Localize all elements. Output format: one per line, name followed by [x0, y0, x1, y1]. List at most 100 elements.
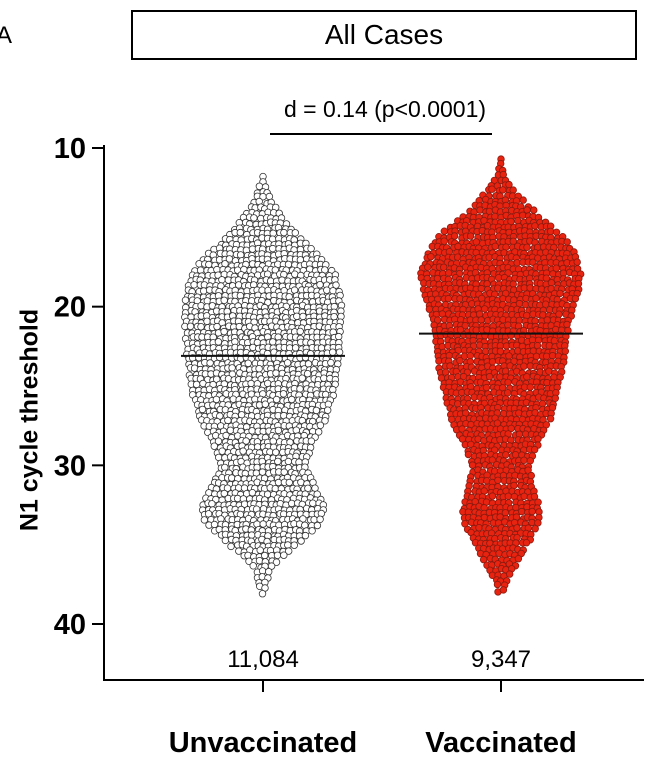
data-point — [248, 489, 257, 497]
data-point — [468, 461, 477, 469]
sample-size-label: 9,347 — [471, 646, 531, 673]
data-point — [269, 338, 277, 346]
y-tick-label: 20 — [54, 292, 86, 324]
data-point — [514, 216, 522, 225]
data-point — [181, 296, 190, 304]
x-category-label: Unvaccinated — [169, 727, 358, 758]
swarms — [181, 155, 585, 598]
swarm-unvaccinated — [181, 172, 346, 598]
data-point — [511, 451, 520, 459]
data-point — [255, 365, 263, 373]
data-point — [291, 229, 299, 237]
data-point — [269, 244, 277, 253]
data-point — [293, 312, 301, 320]
data-point — [259, 520, 267, 528]
data-point — [249, 562, 257, 570]
data-point — [255, 557, 264, 565]
data-point — [530, 492, 539, 501]
data-point — [481, 305, 489, 313]
data-point — [561, 347, 569, 355]
data-point — [324, 406, 332, 414]
data-point — [534, 435, 542, 443]
data-point — [299, 312, 307, 321]
data-point — [329, 348, 337, 356]
data-point — [242, 437, 250, 445]
data-point — [551, 394, 559, 402]
data-point — [458, 425, 466, 433]
data-point — [290, 541, 298, 549]
data-point — [307, 244, 315, 253]
data-point — [273, 551, 282, 559]
chart-title: All Cases — [131, 10, 637, 60]
data-point — [513, 524, 521, 532]
data-point — [267, 562, 276, 570]
data-point — [335, 348, 344, 356]
data-point — [288, 395, 296, 404]
data-point — [272, 369, 280, 377]
data-point — [546, 227, 555, 236]
data-point — [197, 323, 205, 331]
data-point — [274, 457, 282, 466]
data-point — [482, 383, 491, 392]
data-point — [563, 320, 571, 329]
data-point — [272, 395, 281, 404]
data-point — [208, 500, 216, 508]
data-point — [186, 322, 195, 330]
panel-letter: A — [0, 22, 13, 49]
data-point — [313, 521, 322, 530]
data-point — [518, 507, 526, 516]
data-point — [499, 186, 507, 194]
data-point — [316, 421, 325, 429]
data-point — [556, 289, 564, 298]
data-point — [332, 281, 340, 289]
swarm-vaccinated — [417, 155, 585, 596]
data-point — [532, 294, 540, 302]
data-point — [514, 555, 523, 563]
data-point — [502, 451, 510, 459]
data-point — [315, 428, 323, 436]
data-point — [279, 390, 288, 398]
data-point — [296, 327, 304, 336]
data-point — [546, 415, 555, 423]
data-point — [505, 352, 513, 360]
data-point — [203, 317, 211, 325]
data-point — [312, 406, 321, 415]
data-point — [197, 302, 205, 310]
data-point — [190, 281, 198, 289]
data-point — [488, 185, 496, 193]
data-point — [555, 310, 563, 318]
data-point — [218, 276, 226, 284]
data-point — [224, 416, 232, 425]
data-point — [316, 281, 324, 289]
data-point — [506, 570, 514, 578]
data-point — [524, 466, 532, 474]
data-point — [258, 590, 267, 598]
data-point — [250, 214, 258, 222]
data-point — [303, 370, 312, 378]
data-point — [543, 316, 551, 324]
data-point — [297, 478, 305, 486]
data-point — [291, 270, 299, 278]
data-point — [520, 492, 528, 500]
data-point — [499, 586, 508, 594]
data-point — [284, 541, 292, 549]
data-point — [329, 287, 337, 295]
data-point — [444, 294, 453, 303]
data-point — [531, 525, 539, 533]
data-point — [256, 546, 264, 554]
data-point — [494, 284, 502, 292]
y-tick-label: 10 — [54, 133, 86, 165]
data-point — [278, 276, 286, 284]
data-point — [205, 260, 213, 269]
data-point — [493, 580, 502, 589]
data-point — [221, 536, 230, 545]
data-point — [214, 338, 223, 346]
data-point — [272, 558, 281, 566]
data-point — [523, 243, 531, 251]
data-point — [573, 258, 581, 266]
data-point — [454, 400, 462, 408]
data-point — [239, 447, 247, 455]
data-point — [520, 456, 528, 464]
data-point — [261, 551, 269, 560]
